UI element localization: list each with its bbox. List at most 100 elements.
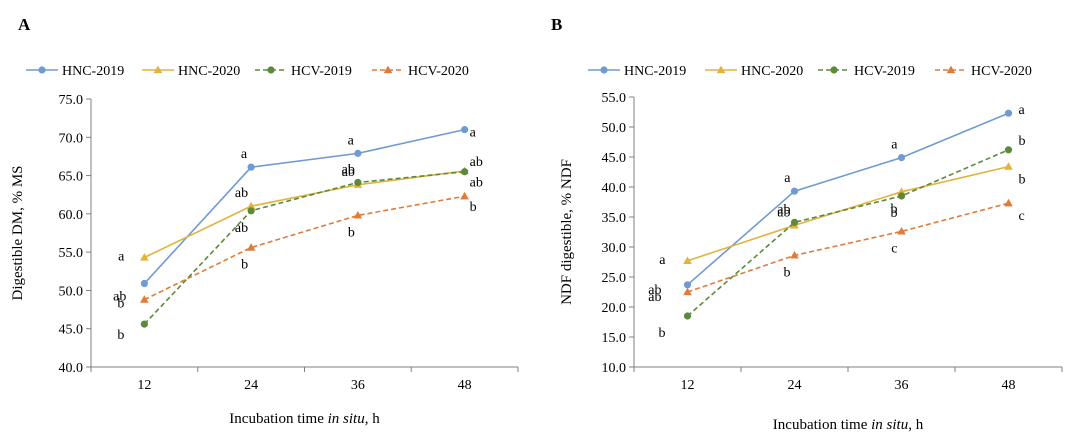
chart-panel-a: A HNC-2019 HNC-2020 HCV-2019 HCV-2020 40.0 45.… [10, 15, 519, 427]
data-point [460, 191, 469, 200]
panel-letter: A [18, 15, 31, 34]
data-point [1004, 109, 1013, 117]
data-point [353, 210, 363, 219]
legend-marker [153, 65, 163, 74]
significance-label: b [348, 225, 355, 240]
x-tick-label: 48 [458, 378, 472, 393]
data-point [1004, 198, 1013, 207]
significance-label: c [1019, 209, 1025, 224]
significance-label: b [784, 265, 791, 280]
significance-label: a [241, 147, 248, 162]
significance-label: ab [342, 165, 355, 180]
legend: HNC-2019 HNC-2020 HCV-2019 HCV-2020 [26, 64, 469, 79]
data-point [897, 154, 906, 162]
data-point [683, 312, 692, 320]
legend-label: HNC-2020 [741, 64, 803, 79]
significance-label: ab [777, 205, 790, 220]
x-axis-title-part: Incubation time [229, 411, 327, 427]
y-tick-label: 40.0 [602, 181, 627, 196]
series-hnc-2019: ab a a a [648, 103, 1025, 298]
significance-label: c [891, 241, 897, 256]
x-tick-label: 48 [1002, 378, 1016, 393]
y-tick-label: 35.0 [602, 211, 627, 226]
series-hnc-2020: a ab ab ab [118, 155, 483, 265]
data-point [247, 207, 255, 215]
significance-label: ab [470, 155, 483, 170]
x-axis-title-part: in situ [871, 417, 908, 433]
legend-marker [38, 66, 46, 74]
significance-label: b [470, 200, 477, 215]
significance-label: ab [470, 176, 483, 191]
legend-label: HNC-2019 [62, 64, 124, 79]
y-tick-label: 25.0 [602, 271, 627, 286]
x-tick-label: 24 [788, 378, 802, 393]
panel-letter: B [551, 15, 562, 34]
series-line [687, 165, 1009, 262]
data-point [354, 149, 362, 157]
legend-marker [716, 65, 726, 74]
data-point [790, 250, 799, 259]
significance-label: ab [342, 162, 355, 177]
y-tick-label: 60.0 [59, 208, 84, 223]
series-line [143, 128, 465, 285]
series-line [144, 195, 465, 301]
significance-label: a [784, 171, 791, 186]
x-axis-title-part: , h [908, 417, 924, 433]
y-tick-label: 45.0 [59, 323, 84, 338]
data-point [461, 126, 469, 134]
significance-label: b [117, 297, 124, 312]
legend: HNC-2019 HNC-2020 HCV-2019 HCV-2020 [588, 64, 1032, 79]
data-point [897, 192, 906, 200]
significance-label: b [891, 206, 898, 221]
x-tick-label: 36 [895, 378, 909, 393]
y-tick-label: 15.0 [602, 331, 627, 346]
data-point [790, 187, 799, 195]
data-point [897, 226, 906, 235]
data-point [683, 256, 692, 264]
significance-label: b [1019, 134, 1026, 149]
y-tick-label: 20.0 [602, 301, 627, 316]
data-point [354, 178, 362, 187]
series-hnc-2020: aab bb [659, 162, 1026, 268]
y-tick-label: 55.0 [602, 91, 627, 106]
legend-item: HCV-2020 [935, 64, 1032, 79]
x-tick-label: 12 [681, 378, 695, 393]
series-line [143, 170, 465, 325]
data-point [461, 168, 469, 176]
y-axis-title: NDF digestible, % NDF [559, 159, 575, 305]
legend-label: HCV-2020 [971, 64, 1032, 79]
legend-marker [600, 66, 608, 74]
significance-label: a [659, 253, 666, 268]
significance-label: ab [777, 202, 790, 217]
data-point [247, 163, 255, 171]
legend-marker [830, 66, 838, 74]
y-tick-label: 70.0 [59, 131, 84, 146]
legend-item: HCV-2020 [372, 64, 469, 79]
legend-label: HNC-2019 [624, 64, 686, 79]
y-tick-label: 55.0 [59, 246, 84, 261]
y-tick-label: 50.0 [59, 284, 84, 299]
data-point [140, 253, 149, 261]
y-tick-label: 40.0 [59, 361, 84, 376]
significance-label: a [470, 126, 477, 141]
x-axis-title-part: , h [365, 411, 381, 427]
series-hcv-2019: b ab ab ab [117, 162, 482, 343]
data-point [790, 218, 799, 226]
significance-label: a [891, 138, 898, 153]
data-point [683, 287, 692, 296]
y-tick-label: 10.0 [602, 361, 627, 376]
legend-label: HCV-2020 [408, 64, 469, 79]
data-point [140, 279, 148, 288]
legend-label: HNC-2020 [178, 64, 240, 79]
significance-label: b [659, 326, 666, 341]
legend-marker [267, 66, 275, 74]
significance-label: ab [235, 221, 248, 236]
x-tick-label: 24 [244, 378, 258, 393]
significance-label: ab [648, 283, 661, 298]
legend-item: HCV-2019 [818, 64, 915, 79]
y-tick-label: 75.0 [59, 93, 84, 108]
legend-item: HCV-2019 [255, 64, 352, 79]
